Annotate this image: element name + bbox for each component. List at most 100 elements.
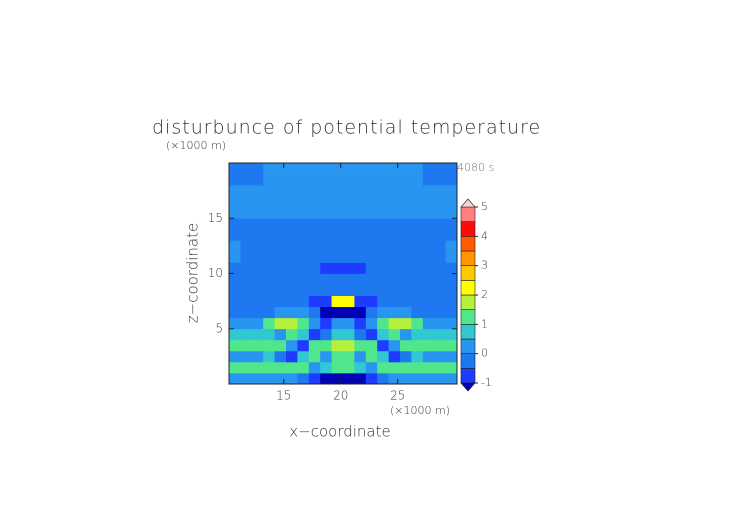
colorbar-segment — [460, 236, 476, 252]
field-cell — [240, 361, 253, 374]
field-cell — [434, 240, 446, 252]
colorbar-tick-label: 1 — [481, 317, 488, 330]
field-cell — [365, 306, 378, 319]
field-cell — [354, 229, 367, 241]
field-cell — [229, 284, 241, 296]
field-cell — [286, 317, 298, 330]
colorbar-segment — [460, 338, 476, 354]
field-cell — [343, 174, 355, 186]
field-cell — [388, 350, 401, 363]
field-cell — [240, 284, 253, 296]
field-cell — [365, 339, 378, 352]
field-cell — [297, 273, 310, 285]
field-cell — [286, 196, 298, 208]
field-cell — [377, 229, 389, 241]
field-cell — [286, 273, 298, 285]
field-cell — [308, 284, 321, 296]
field-cell — [422, 273, 435, 285]
field-cell — [274, 163, 287, 175]
field-cell — [377, 174, 389, 186]
field-cell — [422, 328, 435, 341]
field-cell — [434, 361, 446, 374]
field-cell — [297, 328, 310, 341]
field-cell — [331, 218, 344, 230]
x-tick-label: 25 — [390, 389, 405, 403]
field-cell — [411, 361, 424, 374]
field-cell — [251, 372, 264, 385]
field-cell — [263, 196, 275, 208]
field-cell — [240, 240, 253, 252]
field-cell — [354, 207, 367, 219]
field-cell — [377, 185, 389, 197]
field-cell — [400, 262, 412, 274]
field-cell — [354, 262, 367, 274]
field-cell — [411, 262, 424, 274]
field-cell — [240, 251, 253, 263]
field-cell — [308, 273, 321, 285]
field-cell — [365, 229, 378, 241]
field-cell — [240, 273, 253, 285]
field-cell — [445, 284, 458, 296]
field-cell — [445, 174, 458, 186]
field-cell — [286, 361, 298, 374]
field-cell — [229, 251, 241, 263]
field-cell — [400, 185, 412, 197]
field-cell — [343, 273, 355, 285]
field-cell — [365, 372, 378, 385]
field-cell — [354, 350, 367, 363]
field-cell — [308, 163, 321, 175]
field-cell — [251, 350, 264, 363]
field-cell — [274, 218, 287, 230]
field-cell — [365, 174, 378, 186]
field-cell — [331, 229, 344, 241]
field-cell — [388, 185, 401, 197]
field-cell — [377, 207, 389, 219]
field-cell — [320, 372, 332, 385]
field-cell — [263, 185, 275, 197]
field-cell — [411, 350, 424, 363]
field-cell — [354, 317, 367, 330]
field-cell — [274, 185, 287, 197]
field-cell — [411, 251, 424, 263]
field-cell — [422, 240, 435, 252]
field-cell — [354, 284, 367, 296]
field-cell — [274, 174, 287, 186]
field-cell — [377, 196, 389, 208]
field-cell — [365, 218, 378, 230]
field-cell — [434, 295, 446, 308]
x-tick-label: 15 — [276, 389, 291, 403]
field-cell — [343, 251, 355, 263]
field-cell — [422, 251, 435, 263]
field-cell — [297, 185, 310, 197]
field-cell — [354, 174, 367, 186]
field-cell — [308, 361, 321, 374]
field-cell — [251, 317, 264, 330]
field-cell — [400, 207, 412, 219]
field-cell — [240, 295, 253, 308]
field-cell — [308, 207, 321, 219]
field-cell — [354, 240, 367, 252]
field-cell — [251, 218, 264, 230]
field-cell — [308, 251, 321, 263]
colorbar-tick-label: 4 — [481, 229, 488, 242]
field-cell — [377, 339, 389, 352]
field-cell — [286, 185, 298, 197]
field-cell — [411, 295, 424, 308]
field-cell — [400, 229, 412, 241]
colorbar-under — [460, 382, 476, 392]
field-cell — [377, 350, 389, 363]
field-cell — [343, 361, 355, 374]
field-cell — [274, 273, 287, 285]
field-cell — [229, 350, 241, 363]
field-cell — [308, 295, 321, 308]
x-tick-label: 20 — [333, 389, 348, 403]
field-cell — [434, 372, 446, 385]
field-cell — [388, 317, 401, 330]
field-cell — [434, 229, 446, 241]
field-cell — [240, 372, 253, 385]
x-unit: (×1000 m) — [390, 404, 450, 417]
y-unit: (×1000 m) — [166, 139, 226, 152]
field-cell — [422, 196, 435, 208]
field-cell — [411, 328, 424, 341]
field-cell — [400, 328, 412, 341]
